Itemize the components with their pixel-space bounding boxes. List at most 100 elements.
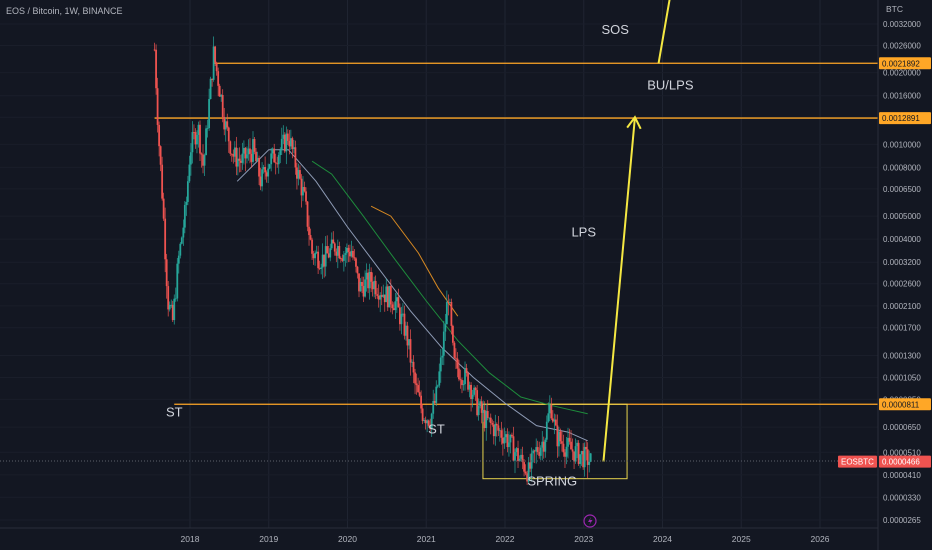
- candle-body[interactable]: [252, 139, 254, 162]
- candle-body[interactable]: [205, 128, 207, 156]
- candle-body[interactable]: [427, 420, 430, 426]
- candle-body[interactable]: [408, 339, 410, 346]
- candle-body[interactable]: [167, 286, 170, 310]
- candle-body[interactable]: [333, 243, 336, 252]
- candle-body[interactable]: [347, 247, 350, 252]
- candle-body[interactable]: [426, 420, 429, 424]
- candle-body[interactable]: [518, 458, 521, 462]
- candle-body[interactable]: [580, 451, 583, 455]
- candle-body[interactable]: [335, 251, 338, 256]
- candle-body[interactable]: [476, 390, 479, 416]
- candle-body[interactable]: [305, 191, 307, 202]
- candle-body[interactable]: [230, 153, 233, 155]
- candle-body[interactable]: [562, 443, 565, 453]
- candle-body[interactable]: [227, 127, 230, 142]
- lightning-icon[interactable]: [583, 514, 597, 528]
- candle-body[interactable]: [489, 417, 492, 424]
- candle-body[interactable]: [435, 386, 438, 403]
- candle-body[interactable]: [433, 400, 436, 403]
- candle-body[interactable]: [165, 259, 168, 287]
- candle-body[interactable]: [461, 380, 463, 386]
- candle-body[interactable]: [403, 313, 406, 336]
- candle-body[interactable]: [268, 164, 271, 169]
- candle-body[interactable]: [342, 254, 345, 261]
- candle-body[interactable]: [206, 128, 209, 129]
- candle-body[interactable]: [283, 134, 286, 152]
- candle-body[interactable]: [286, 133, 289, 141]
- candle-body[interactable]: [554, 419, 557, 426]
- candle-body[interactable]: [420, 395, 423, 409]
- price-badge[interactable]: [879, 455, 931, 468]
- candle-body[interactable]: [391, 304, 394, 309]
- candle-body[interactable]: [299, 170, 301, 179]
- candle-body[interactable]: [332, 239, 335, 244]
- candle-body[interactable]: [491, 423, 494, 425]
- candle-body[interactable]: [265, 172, 268, 177]
- candle-body[interactable]: [385, 286, 388, 303]
- candle-body[interactable]: [453, 342, 456, 358]
- candle-body[interactable]: [194, 132, 197, 145]
- candle-body[interactable]: [470, 384, 472, 400]
- candle-body[interactable]: [367, 272, 369, 289]
- candle-body[interactable]: [352, 250, 354, 258]
- moving-average-line[interactable]: [311, 160, 588, 415]
- candle-body[interactable]: [274, 162, 277, 164]
- candle-body[interactable]: [432, 400, 435, 414]
- candle-body[interactable]: [553, 419, 556, 422]
- candle-body[interactable]: [362, 286, 365, 297]
- candle-body[interactable]: [197, 124, 200, 135]
- candle-body[interactable]: [442, 331, 445, 356]
- candle-body[interactable]: [564, 452, 566, 457]
- price-badge-label[interactable]: 0.0000811: [882, 400, 920, 409]
- candle-body[interactable]: [324, 246, 327, 267]
- candle-body[interactable]: [376, 294, 379, 296]
- candle-body[interactable]: [212, 46, 215, 80]
- candle-body[interactable]: [215, 62, 218, 72]
- candle-body[interactable]: [462, 384, 465, 386]
- candle-body[interactable]: [171, 304, 174, 321]
- candle-body[interactable]: [220, 94, 223, 97]
- candle-body[interactable]: [156, 88, 159, 125]
- candle-body[interactable]: [247, 148, 250, 155]
- candle-body[interactable]: [199, 124, 201, 154]
- candle-body[interactable]: [296, 167, 298, 179]
- candle-body[interactable]: [577, 442, 580, 464]
- candle-body[interactable]: [589, 453, 592, 462]
- candle-body[interactable]: [279, 150, 282, 156]
- candle-body[interactable]: [258, 157, 260, 177]
- candle-body[interactable]: [414, 372, 416, 384]
- candle-body[interactable]: [368, 271, 371, 289]
- candle-body[interactable]: [548, 405, 551, 414]
- candle-body[interactable]: [570, 441, 572, 450]
- candle-body[interactable]: [505, 434, 507, 438]
- candle-body[interactable]: [214, 46, 217, 63]
- candle-body[interactable]: [535, 447, 538, 452]
- candle-body[interactable]: [458, 368, 460, 380]
- candle-body[interactable]: [523, 462, 525, 472]
- projection-line[interactable]: [657, 0, 671, 64]
- candle-body[interactable]: [424, 420, 427, 424]
- candle-body[interactable]: [517, 448, 519, 462]
- candle-body[interactable]: [495, 424, 498, 426]
- candle-body[interactable]: [202, 154, 204, 166]
- candle-body[interactable]: [409, 339, 412, 363]
- candle-body[interactable]: [249, 148, 251, 154]
- candle-body[interactable]: [405, 325, 407, 336]
- price-badge[interactable]: [879, 57, 931, 70]
- candle-body[interactable]: [377, 295, 380, 300]
- candle-body[interactable]: [226, 121, 229, 128]
- candle-body[interactable]: [418, 392, 421, 396]
- candle-body[interactable]: [503, 437, 506, 444]
- candle-body[interactable]: [486, 411, 489, 418]
- candle-body[interactable]: [312, 253, 315, 259]
- candle-body[interactable]: [448, 302, 451, 303]
- candle-body[interactable]: [477, 406, 480, 416]
- candle-body[interactable]: [176, 263, 179, 299]
- candle-body[interactable]: [494, 424, 497, 437]
- price-badge-label[interactable]: 0.0000466: [882, 458, 920, 467]
- candle-body[interactable]: [452, 325, 454, 343]
- candle-body[interactable]: [447, 302, 450, 303]
- candle-body[interactable]: [323, 254, 326, 267]
- candle-body[interactable]: [464, 368, 466, 385]
- candle-body[interactable]: [365, 272, 368, 280]
